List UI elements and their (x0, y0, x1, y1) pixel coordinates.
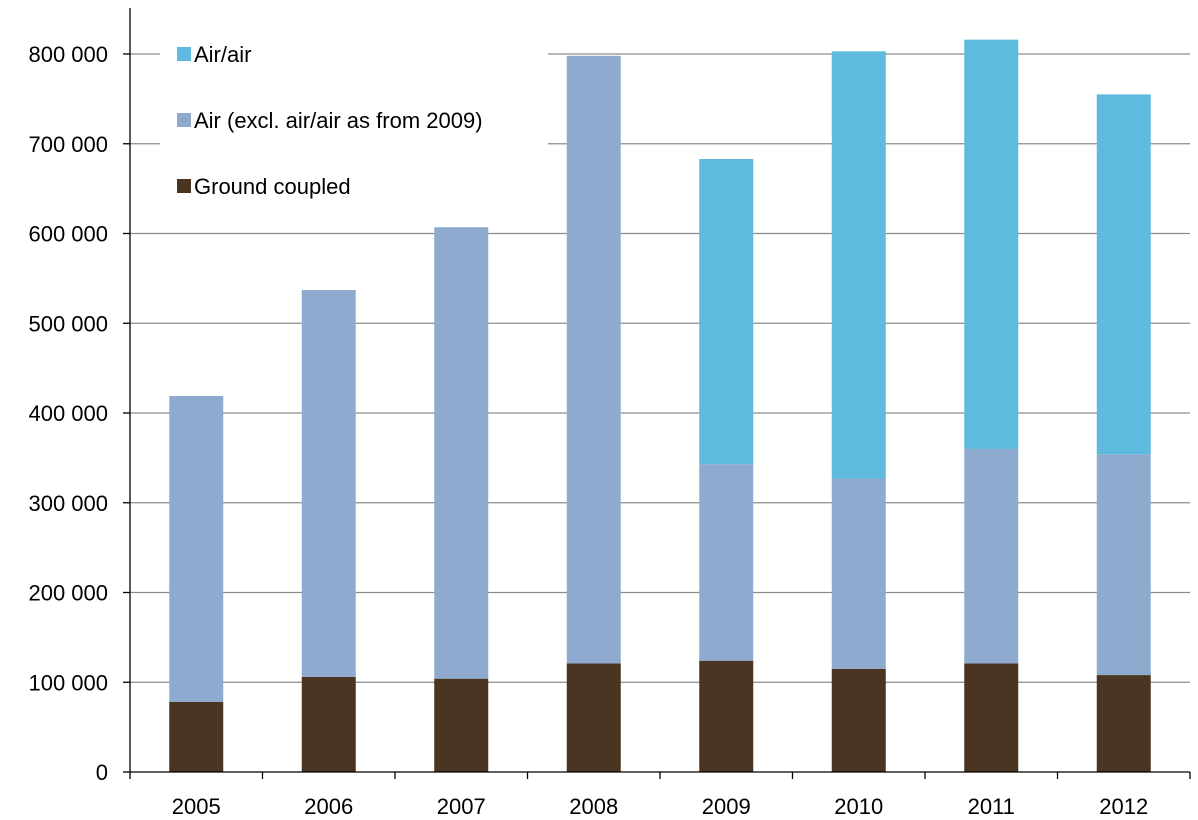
x-tick-label: 2010 (834, 794, 883, 819)
bar-segment-ground-coupled-2007 (434, 678, 489, 772)
legend-label-air-air: Air/air (194, 42, 251, 67)
bar-segment-air-2006 (301, 290, 356, 677)
bar-segment-ground-coupled-2006 (301, 676, 356, 772)
x-tick-label: 2011 (968, 794, 1015, 819)
x-tick-label: 2005 (172, 794, 221, 819)
y-tick-label: 300 000 (28, 491, 108, 516)
bar-segment-ground-coupled-2011 (964, 663, 1019, 772)
y-tick-label: 700 000 (28, 132, 108, 157)
bar-segment-air-2009 (699, 464, 754, 661)
y-tick-label: 200 000 (28, 581, 108, 606)
x-tick-label: 2008 (569, 794, 618, 819)
legend: Air/air Air (excl. air/air as from 2009) G… (160, 30, 548, 214)
bar-segment-ground-coupled-2010 (831, 668, 886, 772)
bar-segment-air-2008 (566, 55, 621, 664)
bar-segment-ground-coupled-2009 (699, 660, 754, 772)
bar-segment-air-air-2010 (831, 51, 886, 479)
x-tick-label: 2012 (1099, 794, 1148, 819)
bar-segment-air-air-2011 (964, 39, 1019, 449)
x-tick-label: 2007 (437, 794, 486, 819)
legend-background (160, 30, 548, 214)
legend-swatch-air (177, 113, 191, 127)
y-tick-label: 600 000 (28, 222, 108, 247)
legend-label-air: Air (excl. air/air as from 2009) (194, 108, 483, 133)
bar-segment-air-air-2012 (1096, 94, 1151, 455)
bar-segment-ground-coupled-2005 (169, 701, 224, 772)
bar-segment-air-2005 (169, 395, 224, 702)
bar-segment-air-2007 (434, 227, 489, 679)
bar-segment-air-2012 (1096, 454, 1151, 676)
y-tick-label: 100 000 (28, 670, 108, 695)
bars (169, 39, 1151, 772)
bar-segment-air-air-2009 (699, 159, 754, 465)
bar-segment-ground-coupled-2008 (566, 663, 621, 772)
y-tick-label: 800 000 (28, 42, 108, 67)
legend-label-ground-coupled: Ground coupled (194, 174, 351, 199)
x-tick-label: 2009 (702, 794, 751, 819)
y-tick-label: 0 (96, 760, 108, 785)
bar-segment-ground-coupled-2012 (1096, 675, 1151, 772)
axes: 0 100 000 200 000 300 000 400 000 500 000 600 … (28, 8, 1191, 819)
x-tick-label: 2006 (304, 794, 353, 819)
y-tick-label: 400 000 (28, 401, 108, 426)
legend-swatch-ground-coupled (177, 179, 191, 193)
legend-swatch-air-air (177, 47, 191, 61)
bar-segment-air-2011 (964, 448, 1019, 664)
y-tick-label: 500 000 (28, 311, 108, 336)
bar-segment-air-2010 (831, 478, 886, 669)
